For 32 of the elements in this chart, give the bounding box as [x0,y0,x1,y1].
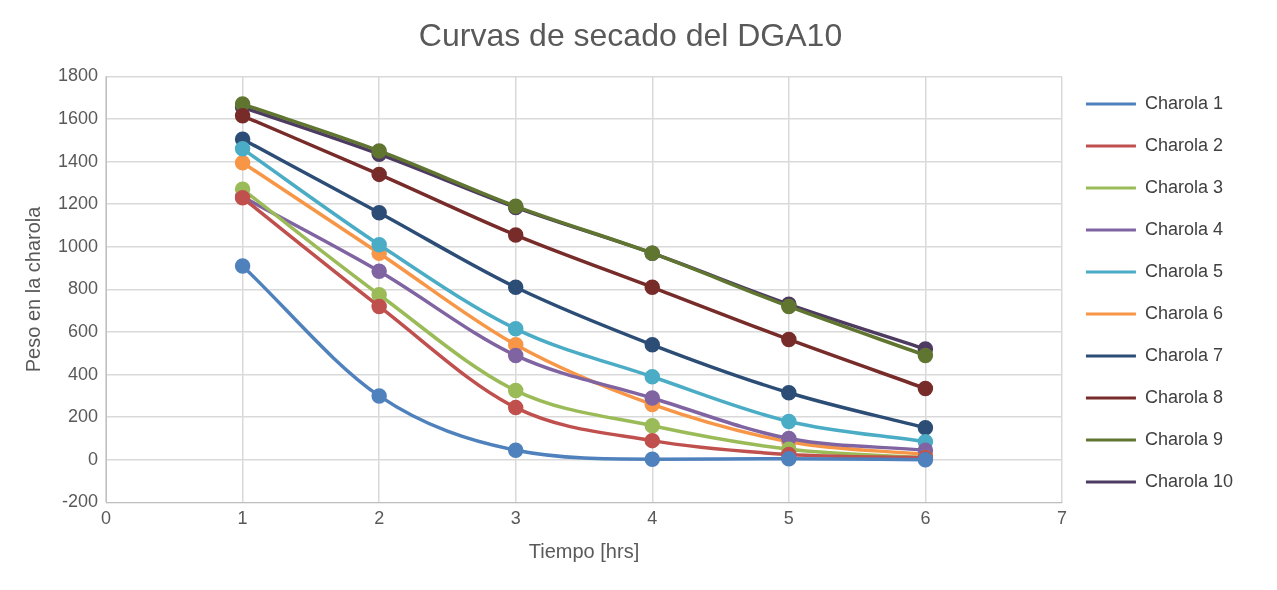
legend-label: Charola 8 [1144,386,1223,407]
x-tick-label: 1 [237,508,248,529]
legend-label: Charola 3 [1144,176,1223,197]
legend-label: Charola 5 [1144,260,1223,281]
legend-label: Charola 9 [1144,428,1223,449]
x-axis-title: Tiempo [hrs] [528,539,640,562]
y-tick-label: 0 [88,448,99,469]
y-tick-label: 800 [68,278,99,299]
y-tick-label: 600 [68,320,99,341]
y-tick-label: 1000 [58,235,99,256]
x-tick-label: 3 [510,508,521,529]
legend-label: Charola 1 [1144,92,1223,113]
x-tick-label: 2 [374,508,385,529]
legend-label: Charola 2 [1144,134,1223,155]
legend-label: Charola 10 [1144,470,1233,491]
legend-label: Charola 7 [1144,344,1223,365]
y-tick-label: 1400 [58,150,99,171]
y-tick-label: 200 [68,406,99,427]
y-tick-label: 400 [68,363,99,384]
x-tick-label: 7 [1056,508,1067,529]
y-tick-label: 1200 [58,193,99,214]
y-tick-label: -200 [62,491,99,512]
y-axis-title: Peso en la charola [21,205,44,373]
y-tick-label: 1600 [58,107,99,128]
x-tick-label: 0 [101,508,112,529]
legend-label: Charola 4 [1144,218,1223,239]
x-tick-label: 4 [647,508,658,529]
x-tick-label: 6 [920,508,931,529]
y-tick-label: 1800 [58,65,99,86]
legend-label: Charola 6 [1144,302,1223,323]
chart-title: Curvas de secado del DGA10 [418,17,843,54]
x-tick-label: 5 [783,508,794,529]
